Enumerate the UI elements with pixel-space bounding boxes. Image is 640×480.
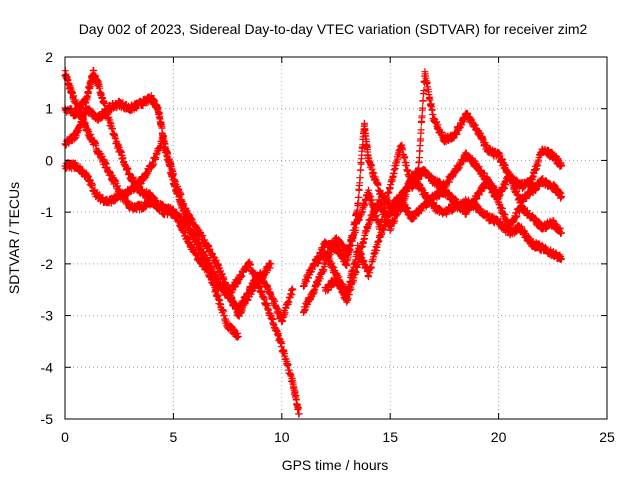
series-markers: [300, 141, 565, 316]
x-tick-label: 15: [382, 429, 398, 445]
series-track-6: [300, 141, 565, 316]
x-tick-label: 10: [274, 429, 290, 445]
y-tick-label: -1: [41, 204, 54, 220]
y-tick-label: -4: [41, 359, 54, 375]
series-track-8: [321, 170, 565, 306]
y-axis-ticks: -5 -4 -3 -2 -1 0 1 2: [41, 49, 607, 427]
x-tick-label: 20: [491, 429, 507, 445]
y-tick-label: 0: [45, 152, 53, 168]
plot-frame: [64, 56, 608, 420]
x-axis-ticks: 0 5 10 15 20 25: [61, 57, 615, 445]
y-axis-label: SDTVAR / TECUs: [6, 182, 22, 294]
data-points: [61, 66, 565, 418]
x-tick-label: 5: [170, 429, 178, 445]
series-markers: [321, 170, 565, 306]
y-tick-label: 1: [45, 101, 53, 117]
y-tick-label: -5: [41, 411, 54, 427]
y-tick-label: -2: [41, 256, 54, 272]
y-tick-label: -3: [41, 308, 54, 324]
x-axis-label: GPS time / hours: [282, 457, 389, 473]
chart-title: Day 002 of 2023, Sidereal Day-to-day VTE…: [79, 21, 588, 37]
gridlines: [65, 57, 607, 419]
y-tick-label: 2: [45, 49, 53, 65]
x-tick-label: 0: [61, 429, 69, 445]
x-tick-label: 25: [599, 429, 615, 445]
